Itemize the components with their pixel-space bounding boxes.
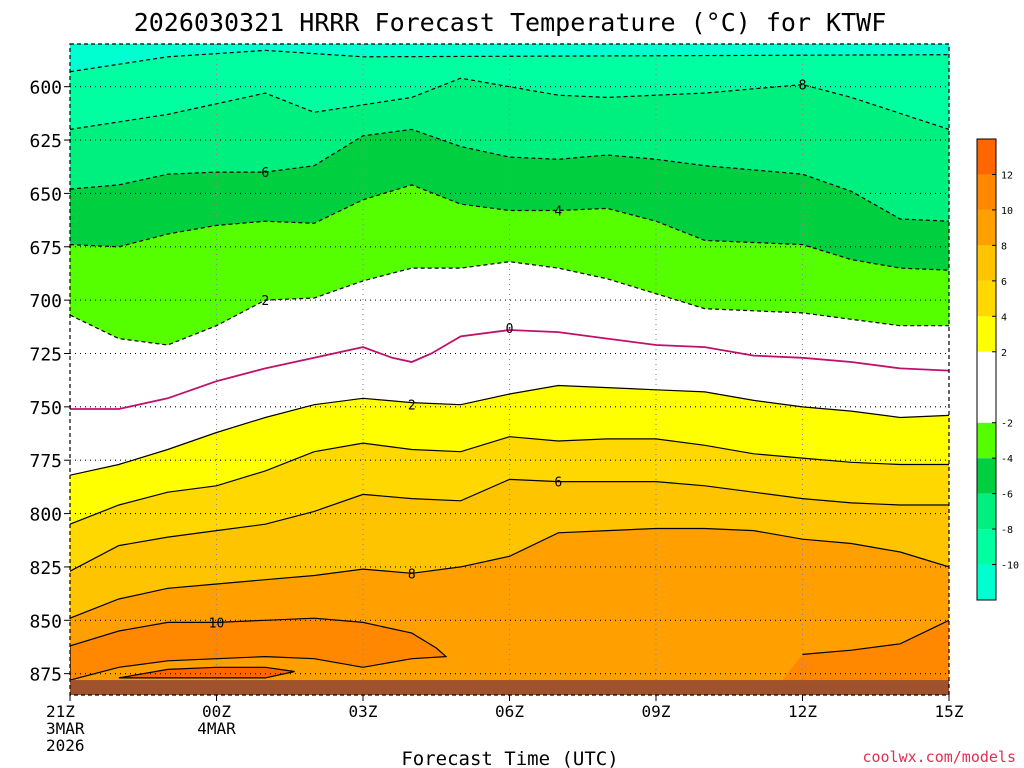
colorbar-swatch-11 — [977, 139, 996, 175]
x-tick-label-2-0: 03Z — [349, 702, 378, 721]
colorbar-swatch-8 — [977, 245, 996, 281]
colorbar-tick-label-8: 8 — [1001, 241, 1007, 252]
chart-title: 2026030321 HRRR Forecast Temperature (°C… — [134, 8, 887, 37]
isotherm-label-2: 6 — [261, 166, 269, 181]
colorbar-frame — [976, 138, 997, 601]
isotherm-8-9 — [70, 527, 949, 619]
y-tick-label-775: 775 — [29, 451, 62, 472]
x-axis-label: Forecast Time (UTC) — [401, 748, 618, 768]
colorbar-tick-label-2: -6 — [1001, 490, 1013, 501]
isotherm-label-8: 6 — [554, 476, 562, 491]
colorbar-swatch-3 — [977, 458, 996, 494]
isotherm-label-10: 10 — [209, 616, 225, 631]
isotherm-label-text-2: 6 — [261, 166, 269, 181]
credit-text: coolwx.com/models — [862, 748, 1016, 766]
x-tick-label-0-2: 2026 — [46, 736, 85, 755]
ground-fill — [70, 680, 949, 695]
colorbar-tick-label-6: 4 — [1001, 312, 1007, 323]
isotherm-label-text-3: 4 — [554, 204, 562, 219]
y-tick-label-600: 600 — [29, 78, 62, 99]
y-tick-label-650: 650 — [29, 184, 62, 205]
isotherm-label-text-8: 6 — [554, 476, 562, 491]
x-tick-label-0-1: 3MAR — [46, 719, 85, 738]
isotherm--10-0 — [70, 49, 949, 73]
isotherm-label-6: 2 — [408, 399, 416, 414]
isotherm-2-6 — [70, 384, 949, 476]
isotherm-12-12 — [118, 666, 295, 679]
colorbar-swatch-0 — [977, 564, 996, 600]
y-tick-label-725: 725 — [29, 344, 62, 365]
colorbar-tick-label-0: -10 — [1001, 561, 1019, 572]
y-tick-label-750: 750 — [29, 398, 62, 419]
x-tick-label-1-1: 4MAR — [197, 719, 236, 738]
isotherm--8-1 — [70, 77, 949, 130]
colorbar-tick-label-4: -2 — [1001, 419, 1013, 430]
isotherm-label-text-4: 2 — [261, 294, 269, 309]
colorbar-tick-label-1: -8 — [1001, 525, 1013, 536]
colorbar-swatch-7 — [977, 280, 996, 317]
colorbar-swatch-2 — [977, 493, 996, 530]
isotherm--6-2 — [70, 128, 949, 222]
x-tick-label-0-0: 21Z — [46, 702, 75, 721]
band-10-to-12 — [70, 618, 446, 681]
isotherm-label-text-10: 10 — [209, 616, 225, 631]
colorbar-tick-label-3: -4 — [1001, 454, 1013, 465]
ground-layer — [70, 680, 949, 695]
x-tick-label-6-0: 15Z — [935, 702, 964, 721]
colorbar-tick-label-7: 6 — [1001, 277, 1007, 288]
x-tick-label-5-0: 12Z — [788, 702, 817, 721]
isotherm-10-11 — [802, 619, 949, 655]
isotherm-labels: 8 6 4 2 0 2 6 8 10 — [209, 79, 807, 632]
isotherm-6-8 — [70, 478, 949, 572]
isotherm-lines — [70, 49, 949, 681]
isotherm-label-9: 8 — [408, 567, 416, 582]
plot-area: 8 6 4 2 0 2 6 8 10 — [70, 44, 949, 695]
isotherm-label-5: 0 — [506, 322, 514, 337]
isotherm-0-5 — [70, 329, 949, 410]
isotherm--2-4 — [70, 261, 949, 346]
isotherm-label-3: 4 — [554, 204, 562, 219]
colorbar-swatch-6 — [977, 316, 996, 352]
y-tick-label-675: 675 — [29, 238, 62, 259]
grid-lines — [70, 44, 949, 695]
x-tick-label-3-0: 06Z — [495, 702, 524, 721]
isotherm-label-text-9: 8 — [408, 567, 416, 582]
colorbar-tick-label-5: 2 — [1001, 348, 1007, 359]
y-tick-label-625: 625 — [29, 131, 62, 152]
x-tick-label-1-0: 00Z — [202, 702, 231, 721]
colorbar-tick-label-10: 12 — [1001, 170, 1013, 181]
colorbar-tick-label-9: 10 — [1001, 206, 1013, 217]
colorbar-swatch-9 — [977, 209, 996, 246]
colorbar: -10 -8 -6 -4 -2 2 4 6 8 10 12 — [976, 138, 1019, 601]
y-tick-label-825: 825 — [29, 558, 62, 579]
isotherm-label-text-5: 0 — [506, 322, 514, 337]
colorbar-swatch-5 — [977, 351, 996, 423]
y-tick-label-850: 850 — [29, 611, 62, 632]
colorbar-swatch-10 — [977, 174, 996, 210]
isotherm--4-3 — [70, 184, 949, 271]
colorbar-swatch-1 — [977, 529, 996, 565]
y-tick-label-800: 800 — [29, 505, 62, 526]
y-tick-label-700: 700 — [29, 291, 62, 312]
band-10-to-12-east — [770, 620, 949, 695]
x-tick-label-4-0: 09Z — [642, 702, 671, 721]
isotherm-4-7 — [70, 436, 949, 525]
y-axis: 600 625 650 675 700 725 750 775 800 825 850 875 — [29, 78, 70, 686]
isotherm-label-text-1: 8 — [799, 79, 807, 94]
colorbar-swatch-4 — [977, 422, 996, 459]
isotherm-10-10 — [70, 617, 448, 681]
y-tick-label-875: 875 — [29, 665, 62, 686]
isotherm-label-1: 8 — [799, 79, 807, 94]
isotherm-label-4: 2 — [261, 294, 269, 309]
isotherm-label-text-6: 2 — [408, 399, 416, 414]
band-above-12 — [118, 667, 295, 678]
